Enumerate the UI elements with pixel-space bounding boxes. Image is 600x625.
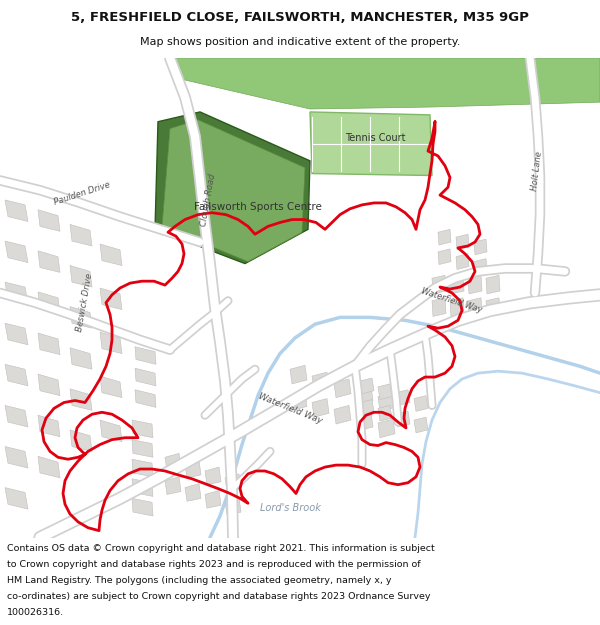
Polygon shape — [486, 298, 500, 316]
Polygon shape — [100, 376, 122, 398]
Polygon shape — [135, 347, 156, 364]
Text: co-ordinates) are subject to Crown copyright and database rights 2023 Ordnance S: co-ordinates) are subject to Crown copyr… — [7, 592, 431, 601]
Polygon shape — [5, 406, 28, 427]
Polygon shape — [334, 406, 351, 424]
Polygon shape — [70, 224, 92, 246]
Polygon shape — [378, 384, 392, 399]
Polygon shape — [205, 467, 221, 484]
Polygon shape — [162, 120, 305, 262]
Polygon shape — [185, 484, 201, 501]
Polygon shape — [5, 200, 28, 221]
Polygon shape — [290, 366, 307, 384]
Polygon shape — [185, 460, 201, 478]
Polygon shape — [456, 234, 469, 250]
Polygon shape — [38, 374, 60, 396]
Text: Lord's Brook: Lord's Brook — [260, 503, 320, 513]
Polygon shape — [70, 307, 92, 328]
Polygon shape — [135, 390, 156, 408]
Polygon shape — [100, 420, 122, 442]
Polygon shape — [38, 333, 60, 354]
Polygon shape — [378, 419, 395, 437]
Polygon shape — [312, 372, 329, 391]
Polygon shape — [360, 378, 374, 394]
Polygon shape — [356, 386, 373, 404]
Polygon shape — [432, 298, 446, 316]
Polygon shape — [70, 348, 92, 369]
Text: HM Land Registry. The polygons (including the associated geometry, namely x, y: HM Land Registry. The polygons (includin… — [7, 576, 392, 585]
Polygon shape — [432, 275, 446, 294]
Polygon shape — [132, 459, 153, 477]
Text: Holt Lane: Holt Lane — [530, 151, 544, 191]
Polygon shape — [468, 275, 482, 294]
Polygon shape — [486, 275, 500, 294]
Polygon shape — [225, 474, 241, 491]
Polygon shape — [225, 498, 241, 515]
Polygon shape — [135, 368, 156, 386]
Polygon shape — [414, 396, 428, 411]
Polygon shape — [132, 439, 153, 458]
Text: Waterfield Way: Waterfield Way — [421, 287, 484, 315]
Polygon shape — [5, 282, 28, 304]
Polygon shape — [165, 477, 181, 494]
Polygon shape — [38, 292, 60, 314]
Polygon shape — [5, 488, 28, 509]
Polygon shape — [474, 239, 487, 255]
Text: Paulden Drive: Paulden Drive — [53, 180, 111, 206]
Text: Beswick Drive: Beswick Drive — [76, 272, 95, 332]
Polygon shape — [414, 417, 428, 433]
Polygon shape — [38, 251, 60, 272]
Polygon shape — [70, 389, 92, 411]
Text: Map shows position and indicative extent of the property.: Map shows position and indicative extent… — [140, 38, 460, 48]
Text: 5, FRESHFIELD CLOSE, FAILSWORTH, MANCHESTER, M35 9GP: 5, FRESHFIELD CLOSE, FAILSWORTH, MANCHES… — [71, 11, 529, 24]
Polygon shape — [450, 298, 464, 316]
Polygon shape — [360, 399, 374, 415]
Text: 100026316.: 100026316. — [7, 608, 64, 618]
Polygon shape — [5, 323, 28, 345]
Polygon shape — [38, 210, 60, 231]
Polygon shape — [474, 259, 487, 274]
Polygon shape — [396, 390, 410, 406]
Polygon shape — [5, 364, 28, 386]
Polygon shape — [70, 430, 92, 451]
Polygon shape — [132, 420, 153, 437]
Text: Waterfield Way: Waterfield Way — [257, 391, 323, 425]
Text: to Crown copyright and database rights 2023 and is reproduced with the permissio: to Crown copyright and database rights 2… — [7, 560, 421, 569]
Text: Clough Road: Clough Road — [199, 173, 217, 227]
Polygon shape — [132, 498, 153, 516]
Polygon shape — [5, 241, 28, 262]
Polygon shape — [205, 491, 221, 508]
Polygon shape — [175, 58, 600, 109]
Polygon shape — [450, 275, 464, 294]
Polygon shape — [38, 456, 60, 478]
Polygon shape — [356, 412, 373, 431]
Polygon shape — [312, 399, 329, 417]
Polygon shape — [290, 392, 307, 411]
Polygon shape — [38, 415, 60, 437]
Text: Failsworth Sports Centre: Failsworth Sports Centre — [194, 202, 322, 212]
Polygon shape — [456, 254, 469, 269]
Polygon shape — [165, 453, 181, 471]
Polygon shape — [70, 266, 92, 287]
Polygon shape — [100, 332, 122, 354]
Polygon shape — [100, 244, 122, 266]
Polygon shape — [5, 446, 28, 468]
Polygon shape — [468, 298, 482, 316]
Text: Tennis Court: Tennis Court — [345, 133, 405, 143]
Polygon shape — [396, 411, 410, 427]
Polygon shape — [132, 479, 153, 496]
Polygon shape — [438, 229, 451, 245]
Polygon shape — [155, 112, 310, 264]
Polygon shape — [310, 112, 432, 176]
Polygon shape — [378, 392, 395, 411]
Polygon shape — [378, 406, 392, 421]
Polygon shape — [334, 379, 351, 398]
Polygon shape — [438, 249, 451, 264]
Text: Contains OS data © Crown copyright and database right 2021. This information is : Contains OS data © Crown copyright and d… — [7, 544, 435, 552]
Polygon shape — [100, 288, 122, 309]
